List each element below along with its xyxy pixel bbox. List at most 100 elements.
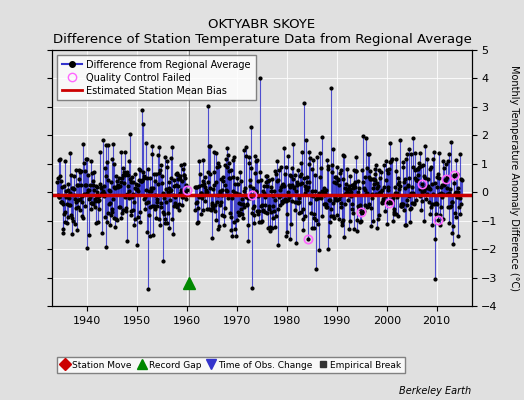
Point: [245, 194, 254, 201]
Point: [106, 222, 114, 228]
Point: [240, 188, 248, 195]
Point: [276, 187, 284, 194]
Point: [155, 170, 163, 176]
Point: [89, 200, 97, 207]
Point: [156, 167, 164, 173]
Point: [314, 194, 322, 201]
Point: [345, 182, 353, 189]
Point: [250, 203, 258, 209]
Point: [351, 184, 359, 190]
Point: [362, 191, 370, 198]
Point: [67, 212, 75, 218]
Point: [67, 172, 75, 178]
Point: [237, 200, 245, 207]
Point: [352, 167, 361, 174]
Point: [357, 209, 365, 215]
Point: [337, 167, 345, 173]
Point: [416, 186, 424, 192]
Point: [351, 179, 359, 185]
Point: [441, 177, 449, 183]
Point: [336, 193, 344, 199]
Point: [255, 218, 264, 225]
Point: [157, 204, 166, 210]
Point: [121, 194, 129, 201]
Legend: Station Move, Record Gap, Time of Obs. Change, Empirical Break: Station Move, Record Gap, Time of Obs. C…: [57, 357, 405, 373]
Point: [437, 184, 445, 190]
Point: [153, 203, 161, 209]
Point: [270, 197, 279, 204]
Point: [169, 192, 177, 199]
Point: [117, 179, 125, 185]
Point: [312, 217, 320, 223]
Point: [74, 197, 82, 204]
Point: [191, 206, 199, 213]
Point: [386, 197, 395, 203]
Point: [207, 207, 215, 213]
Point: [74, 204, 83, 210]
Point: [354, 178, 363, 184]
Point: [285, 194, 293, 200]
Point: [371, 166, 379, 172]
Point: [375, 190, 384, 196]
Point: [150, 171, 158, 177]
Point: [279, 198, 287, 205]
Point: [405, 193, 413, 199]
Point: [105, 200, 114, 206]
Point: [91, 196, 99, 202]
Point: [227, 214, 236, 221]
Point: [284, 189, 292, 195]
Point: [181, 188, 189, 195]
Point: [397, 200, 405, 207]
Point: [353, 228, 361, 235]
Point: [193, 220, 202, 226]
Point: [297, 160, 305, 166]
Point: [380, 199, 388, 206]
Point: [427, 204, 435, 210]
Point: [220, 222, 228, 228]
Point: [256, 169, 264, 176]
Point: [304, 236, 312, 243]
Point: [322, 204, 330, 211]
Point: [202, 206, 211, 212]
Point: [439, 216, 447, 222]
Point: [397, 202, 406, 209]
Point: [123, 238, 131, 244]
Point: [309, 156, 317, 163]
Point: [324, 162, 333, 169]
Title: OKTYABR SKOYE
Difference of Station Temperature Data from Regional Average: OKTYABR SKOYE Difference of Station Temp…: [52, 18, 472, 46]
Point: [357, 210, 366, 216]
Point: [145, 212, 154, 218]
Point: [135, 166, 144, 172]
Point: [410, 200, 419, 206]
Point: [383, 167, 391, 174]
Point: [357, 218, 365, 224]
Point: [69, 217, 77, 224]
Point: [73, 227, 81, 233]
Point: [366, 176, 374, 182]
Point: [231, 190, 239, 197]
Point: [172, 204, 181, 210]
Point: [435, 212, 444, 218]
Point: [240, 204, 248, 210]
Point: [342, 180, 350, 187]
Point: [341, 184, 349, 191]
Point: [396, 183, 404, 189]
Point: [268, 193, 277, 199]
Point: [77, 182, 85, 188]
Point: [219, 178, 227, 184]
Point: [200, 180, 209, 187]
Point: [204, 143, 213, 150]
Point: [390, 210, 398, 217]
Point: [93, 194, 102, 200]
Point: [155, 216, 163, 222]
Point: [222, 156, 230, 162]
Point: [222, 164, 231, 170]
Point: [57, 178, 65, 184]
Point: [210, 149, 218, 155]
Point: [406, 206, 414, 212]
Point: [321, 201, 330, 207]
Point: [400, 207, 408, 213]
Point: [419, 188, 428, 194]
Point: [350, 167, 358, 174]
Point: [340, 153, 348, 159]
